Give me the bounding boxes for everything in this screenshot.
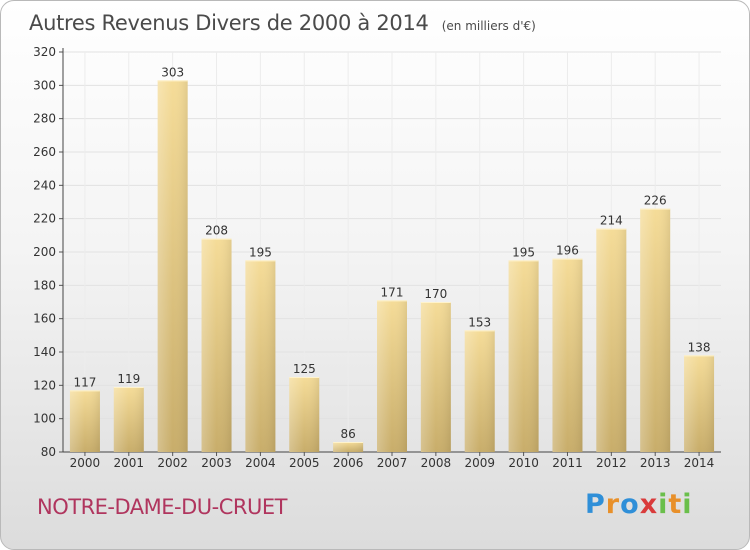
bar[interactable] xyxy=(684,355,715,452)
data-label: 226 xyxy=(644,194,667,208)
x-tick-label: 2005 xyxy=(289,456,320,470)
data-label: 125 xyxy=(293,362,316,376)
data-label: 117 xyxy=(73,375,96,389)
data-label: 195 xyxy=(249,245,272,259)
bars xyxy=(69,80,715,452)
y-tick-label: 80 xyxy=(41,445,56,459)
bar-shade xyxy=(333,442,364,452)
x-tick-label: 2013 xyxy=(640,456,671,470)
bar[interactable] xyxy=(640,208,671,452)
commune-name: NOTRE-DAME-DU-CRUET xyxy=(37,495,287,519)
x-tick-label: 2008 xyxy=(421,456,452,470)
x-tick-label: 2012 xyxy=(596,456,627,470)
bar-shade xyxy=(113,387,144,452)
x-tick-label: 2006 xyxy=(333,456,364,470)
x-tick-label: 2014 xyxy=(684,456,715,470)
x-tick-label: 2000 xyxy=(70,456,101,470)
bar-shade xyxy=(420,302,451,452)
bar-shade xyxy=(596,228,627,452)
bar-shade xyxy=(201,238,232,452)
bar[interactable] xyxy=(377,300,407,452)
y-tick-label: 320 xyxy=(33,45,56,59)
data-label: 138 xyxy=(688,340,711,354)
bar-shade xyxy=(157,80,188,452)
bar[interactable] xyxy=(333,442,364,452)
x-tick-label: 2007 xyxy=(377,456,408,470)
data-label: 119 xyxy=(117,372,140,386)
bar-shade xyxy=(245,260,276,452)
y-tick-label: 300 xyxy=(33,78,56,92)
y-tick-label: 240 xyxy=(33,178,56,192)
y-tick-label: 220 xyxy=(33,212,56,226)
bar-shade xyxy=(464,330,495,452)
bar[interactable] xyxy=(113,387,144,452)
y-tick-label: 280 xyxy=(33,112,56,126)
data-label: 171 xyxy=(381,285,404,299)
y-tick-label: 160 xyxy=(33,312,56,326)
x-tick-label: 2004 xyxy=(245,456,276,470)
y-tick-label: 100 xyxy=(33,412,56,426)
x-tick-label: 2010 xyxy=(508,456,539,470)
bar[interactable] xyxy=(69,390,100,452)
data-label: 196 xyxy=(556,244,579,258)
y-tick-label: 200 xyxy=(33,245,56,259)
y-tick-label: 260 xyxy=(33,145,56,159)
data-label: 214 xyxy=(600,214,623,228)
y-tick-label: 120 xyxy=(33,378,56,392)
bar-shade xyxy=(684,355,715,452)
bar-shade xyxy=(289,377,320,452)
data-label: 170 xyxy=(424,287,447,301)
x-tick-label: 2009 xyxy=(464,456,495,470)
data-label: 208 xyxy=(205,224,228,238)
bar-shade xyxy=(552,258,583,452)
bar[interactable] xyxy=(201,238,232,452)
y-tick-label: 140 xyxy=(33,345,56,359)
bar[interactable] xyxy=(552,258,583,452)
bar[interactable] xyxy=(289,377,320,452)
bar[interactable] xyxy=(508,260,539,452)
bar[interactable] xyxy=(157,80,188,452)
chart-header: Autres Revenus Divers de 2000 à 2014 (en… xyxy=(29,11,536,35)
proxiti-logo[interactable]: Proxiti xyxy=(585,489,693,520)
bar-shade xyxy=(640,208,671,452)
x-tick-label: 2002 xyxy=(157,456,188,470)
x-tick-label: 2011 xyxy=(552,456,583,470)
chart-title: Autres Revenus Divers de 2000 à 2014 xyxy=(29,11,429,35)
data-label: 303 xyxy=(161,65,184,79)
data-label: 195 xyxy=(512,245,535,259)
bar[interactable] xyxy=(464,330,495,452)
data-label: 153 xyxy=(468,315,491,329)
x-tick-label: 2001 xyxy=(114,456,145,470)
chart-subtitle: (en milliers d'€) xyxy=(441,19,536,33)
axes: 80 100 120 140 160 180 200 220 240 260 280 300 320 20… xyxy=(33,45,721,470)
y-tick-label: 180 xyxy=(33,278,56,292)
data-labels: 117 119 303 208 195 125 86 171 170 153 195 196 214 22… xyxy=(73,65,710,441)
bar-shade xyxy=(508,260,539,452)
bar-shade xyxy=(377,300,407,452)
data-label: 86 xyxy=(340,427,355,441)
bar[interactable] xyxy=(245,260,276,452)
bar[interactable] xyxy=(420,302,451,452)
bar[interactable] xyxy=(596,228,627,452)
bar-shade xyxy=(69,390,100,452)
x-tick-label: 2003 xyxy=(201,456,232,470)
